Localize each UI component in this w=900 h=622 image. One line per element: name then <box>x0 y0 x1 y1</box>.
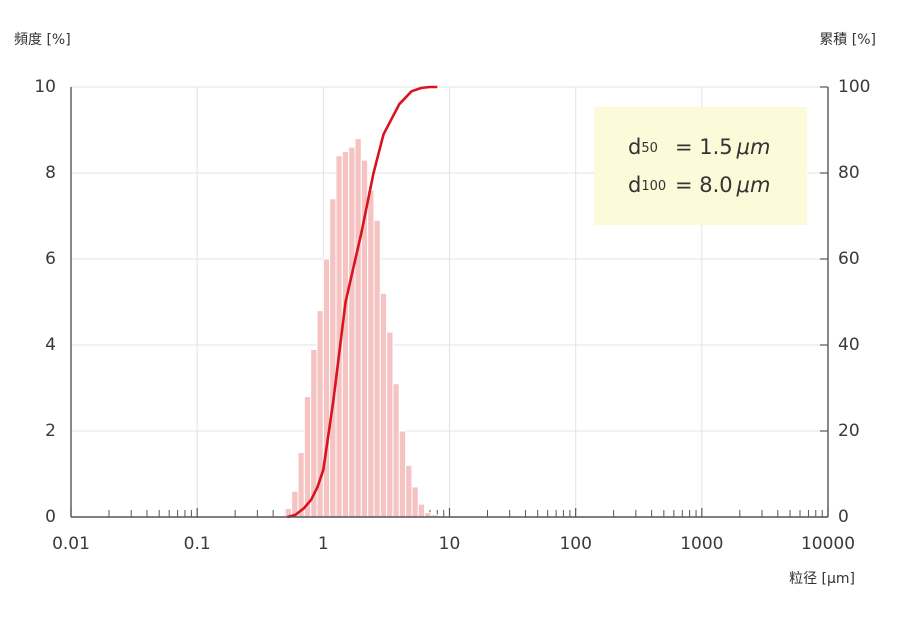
annotation: d100 = 8.0 μm <box>628 173 771 197</box>
y-tick-label: 4 <box>45 335 56 355</box>
x-tick-label: 10 <box>439 534 461 554</box>
annotation-symbol: d <box>628 135 641 159</box>
bar <box>392 383 400 518</box>
y-tick-label: 0 <box>45 507 56 527</box>
y2-axis-label: 累積 [%] <box>819 32 876 48</box>
bar <box>417 503 426 518</box>
bar <box>354 138 362 518</box>
bar <box>341 151 350 518</box>
annotation-subscript: 50 <box>641 141 658 156</box>
x-tick-label: 1 <box>318 534 329 554</box>
cumulative-line <box>287 85 438 519</box>
annotation-unit: μm <box>736 173 771 197</box>
y-axis-label: 頻度 [%] <box>14 32 71 48</box>
x-tick-label: 0.1 <box>184 534 211 554</box>
y2-tick-label: 80 <box>838 163 860 183</box>
y-tick-label: 10 <box>34 77 56 97</box>
y2-tick-label: 60 <box>838 249 860 269</box>
annotation-text: = 8.0 <box>675 173 733 197</box>
bar <box>411 486 419 518</box>
y2-tick-label: 40 <box>838 335 860 355</box>
x-tick-label: 10000 <box>801 534 855 554</box>
bar <box>398 430 407 518</box>
y-tick-label: 8 <box>45 163 56 183</box>
annotation-background <box>594 107 807 225</box>
bar <box>322 258 331 518</box>
x-tick-label: 1000 <box>680 534 723 554</box>
bar <box>386 331 394 518</box>
y-tick-label: 6 <box>45 249 56 269</box>
x-axis-label: 粒径 [µm] <box>789 571 855 587</box>
annotation-unit: μm <box>736 135 771 159</box>
bar <box>367 189 375 518</box>
y2-tick-label: 20 <box>838 421 860 441</box>
annotation-text: = 1.5 <box>675 135 733 159</box>
bar <box>379 292 388 518</box>
bar <box>303 396 312 518</box>
y2-tick-label: 100 <box>838 77 870 97</box>
y2-tick-label: 0 <box>838 507 849 527</box>
x-tick-label: 0.01 <box>52 534 90 554</box>
annotation: d50 = 1.5 μm <box>628 135 771 159</box>
bar <box>405 464 413 518</box>
bar <box>348 146 356 518</box>
bar <box>373 219 381 518</box>
bar <box>329 198 337 518</box>
annotation-symbol: d <box>628 173 641 197</box>
y-tick-label: 2 <box>45 421 56 441</box>
x-tick-label: 100 <box>559 534 591 554</box>
annotation-subscript: 100 <box>641 179 666 194</box>
